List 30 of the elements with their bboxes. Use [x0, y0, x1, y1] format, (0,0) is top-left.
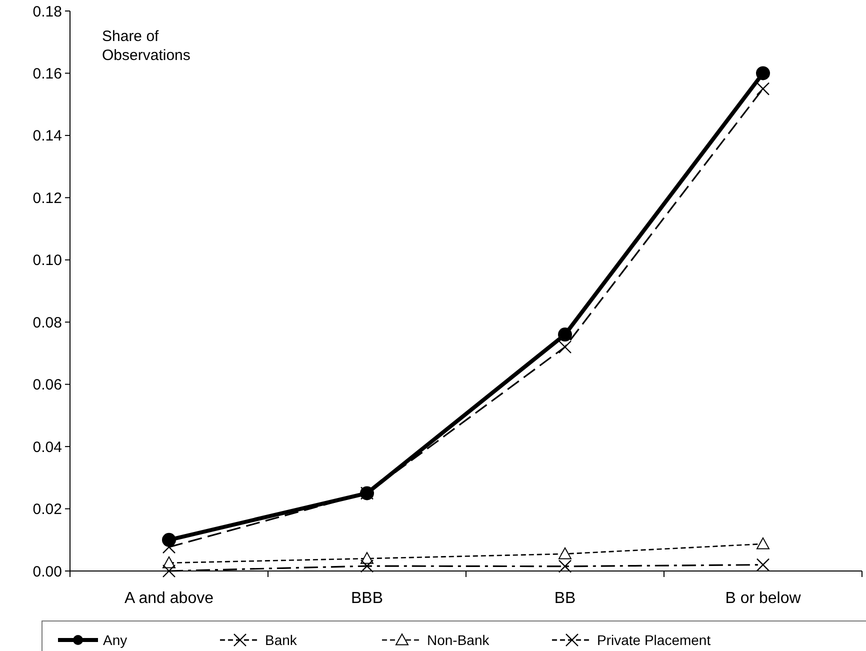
point [558, 340, 572, 354]
legend-label: Any [103, 632, 128, 648]
point [162, 564, 176, 578]
y-tick-label: 0.04 [32, 438, 62, 456]
y-tick-label: 0.12 [32, 190, 62, 207]
legend-label: Bank [265, 632, 298, 648]
point [162, 556, 176, 568]
legend-label: Non-Bank [427, 632, 490, 648]
legend-label: Private Placement [597, 632, 711, 648]
point [558, 560, 572, 573]
y-tick-label: 0.10 [32, 252, 62, 270]
point [756, 82, 770, 96]
point [360, 559, 374, 573]
y-tick-label: 0.06 [32, 376, 62, 394]
x-tick-label: A and above [124, 590, 214, 607]
x-tick-label: BBB [350, 590, 384, 607]
y-tick-label: 0.08 [32, 314, 62, 332]
point [558, 547, 572, 560]
y-axis-title: Share of Observations [102, 28, 190, 64]
y-tick-label: 0.16 [32, 65, 62, 82]
point [756, 558, 770, 572]
y-tick-label: 0.18 [32, 3, 62, 20]
y-tick-label: 0.02 [32, 501, 62, 518]
x-tick-label: BB [554, 590, 576, 607]
y-tick-label: 0.00 [32, 563, 62, 580]
y-tick-label: 0.14 [32, 128, 62, 145]
point [756, 537, 770, 550]
x-tick-label: B or below [725, 590, 802, 607]
point [558, 328, 572, 342]
point [756, 66, 770, 80]
